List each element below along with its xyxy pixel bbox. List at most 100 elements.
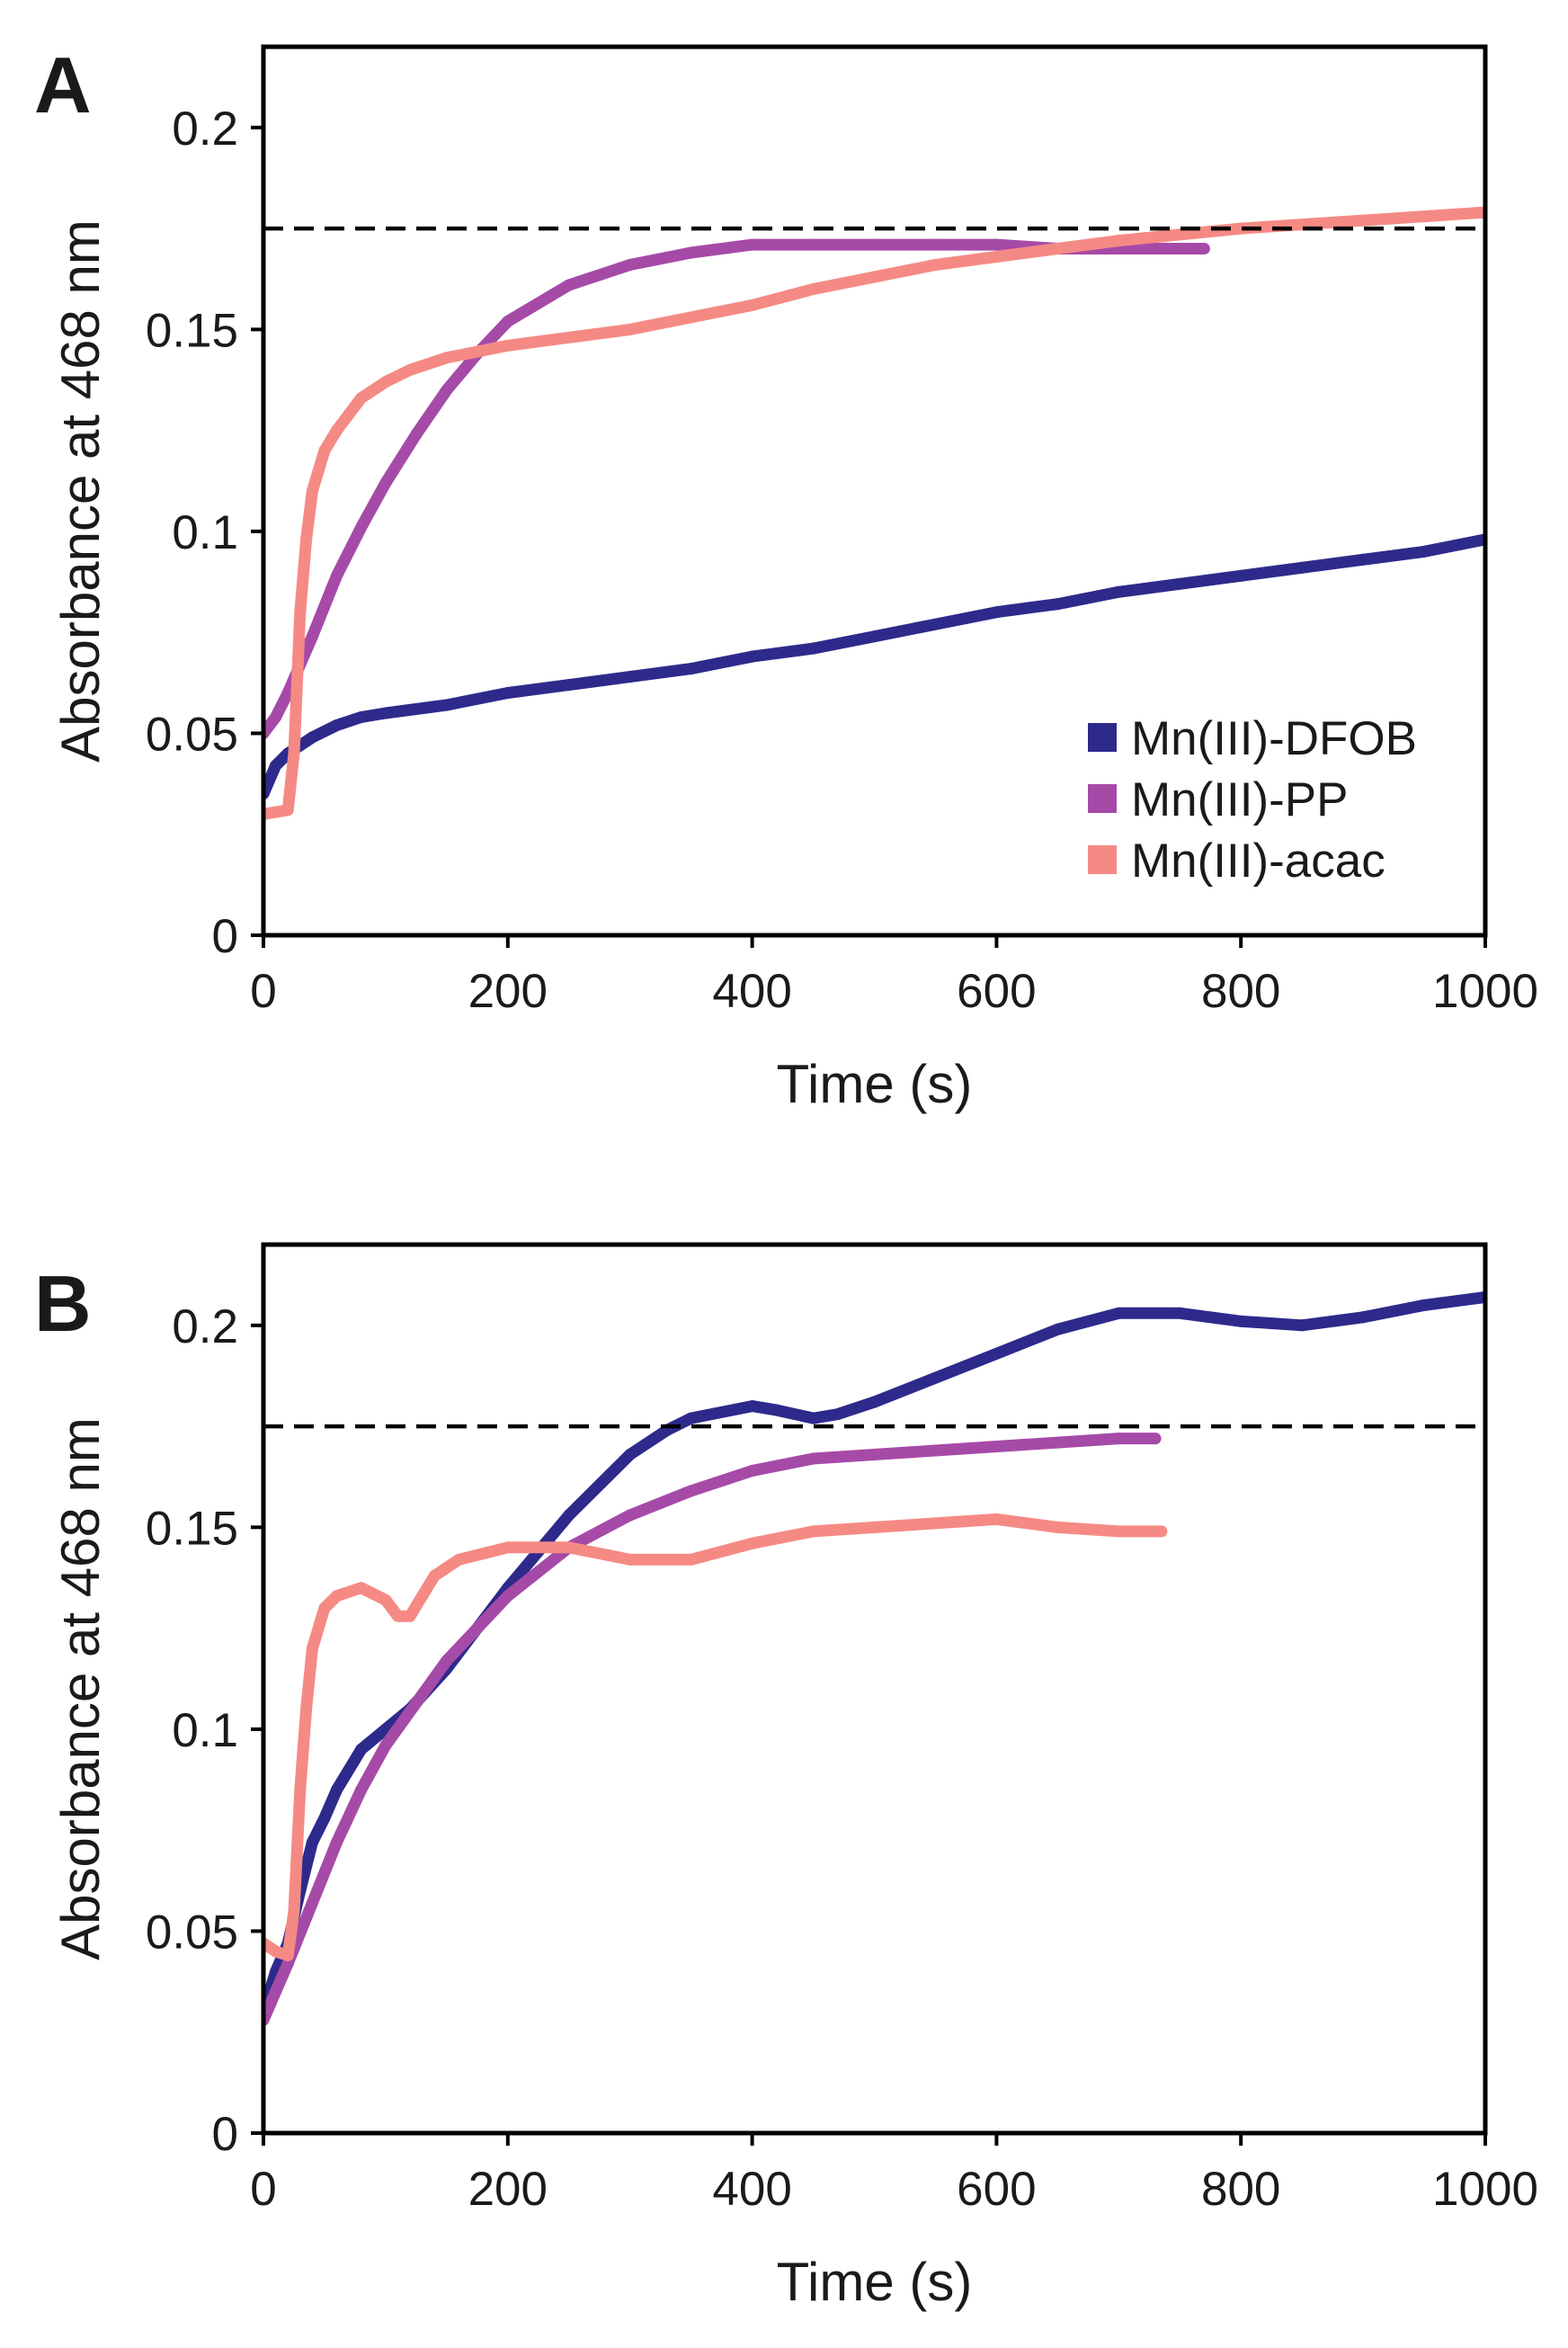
data-point [685,663,698,675]
data-point [1112,1525,1125,1538]
data-point [990,1347,1002,1360]
x-tick-label: 400 [712,965,791,1018]
data-point [1051,598,1064,611]
data-point [1296,561,1308,574]
x-tick-label: 1000 [1432,965,1538,1018]
data-point [1112,235,1125,247]
legend-label: Mn(III)-DFOB [1131,712,1417,765]
legend-label: Mn(III)-PP [1131,773,1348,826]
y-axis-label: Absorbance at 468 nm [50,1417,111,1960]
data-point [1234,1315,1247,1327]
data-point [1149,1433,1162,1445]
data-point [300,1703,313,1715]
data-point [1112,585,1125,598]
series-line-mn-iii-acac [263,206,1485,820]
data-point [930,1517,941,1530]
y-tick-label: 0.05 [146,1906,238,1959]
data-point [343,408,355,421]
x-tick-label: 800 [1201,965,1280,1018]
data-point [1051,1521,1064,1533]
y-tick-label: 0.15 [146,304,238,357]
data-point [331,569,343,582]
data-point [331,1836,343,1849]
legend-swatch [1088,723,1117,752]
data-point [294,606,307,619]
data-point [1357,553,1369,566]
data-point [563,331,575,344]
data-point [807,283,820,295]
data-point [331,719,343,731]
data-point [1155,1525,1168,1538]
data-point [1418,545,1430,558]
plot-frame [261,1242,1488,2136]
plot-area [263,206,1485,820]
data-point [624,1449,637,1460]
data-point [441,352,453,364]
x-tick-label: 0 [250,2163,276,2216]
data-point [685,1553,698,1566]
data-point [1051,1323,1064,1335]
data-point [331,1783,343,1796]
data-point [502,1541,514,1554]
y-tick-label: 0.2 [172,103,238,156]
series-line-mn-iii-pp [263,1433,1156,2022]
data-point [270,759,282,772]
data-point [869,1449,880,1460]
data-point [306,485,318,497]
data-point [746,1465,759,1477]
data-point [331,1590,343,1603]
data-point [1112,1433,1125,1445]
data-point [685,1412,698,1424]
x-tick-label: 800 [1201,2163,1280,2216]
data-point [1173,1307,1186,1319]
chart-panel-b: B 0 0.05 0.1 0.15 0.2 0 200 400 600 800 1000 Time (s… [34,1242,1538,2312]
x-axis-label: Time (s) [777,2252,973,2312]
data-point [930,259,941,271]
data-point [441,1655,453,1667]
data-point [281,1949,294,1961]
chart-panel-a: A 0 0.05 0.1 0.15 0.2 0 200 400 600 800 1000 Time (s… [34,40,1538,1114]
data-point [1418,1299,1430,1311]
data-point [410,428,423,441]
data-point [270,711,282,723]
data-point [404,363,416,376]
x-tick-label: 600 [957,965,1036,1018]
y-tick-label: 0.15 [146,1502,238,1555]
data-point [1112,1307,1125,1319]
x-tick-label: 1000 [1432,2163,1538,2216]
data-point [288,1905,300,1917]
data-point [869,630,880,643]
data-point [294,1783,307,1796]
data-point [563,279,575,291]
legend: Mn(III)-DFOB Mn(III)-PP Mn(III)-acac [1088,712,1417,888]
data-point [281,804,294,817]
data-point [306,630,318,643]
data-point [306,731,318,744]
panel-letter: B [34,1259,92,1348]
data-point [685,1485,698,1497]
data-point [990,238,1002,251]
data-point [624,671,637,683]
data-point [502,339,514,352]
data-point [563,1541,575,1554]
data-point [807,642,820,655]
data-point [990,251,1002,263]
data-point [270,1986,282,1998]
x-tick-label: 200 [468,2163,548,2216]
data-point [355,1582,368,1594]
data-point [502,315,514,327]
data-point [318,444,331,457]
data-point [306,1836,318,1849]
data-point [379,477,392,489]
data-point [746,1400,759,1413]
data-point [428,1569,441,1582]
data-point [355,392,368,405]
y-tick-label: 0.1 [172,1704,238,1757]
x-axis-label: Time (s) [777,1054,973,1114]
data-point [771,1404,783,1416]
data-point [404,1610,416,1622]
data-point [331,424,343,437]
data-point [379,707,392,719]
data-point [1051,1436,1064,1449]
data-point [355,1783,368,1796]
